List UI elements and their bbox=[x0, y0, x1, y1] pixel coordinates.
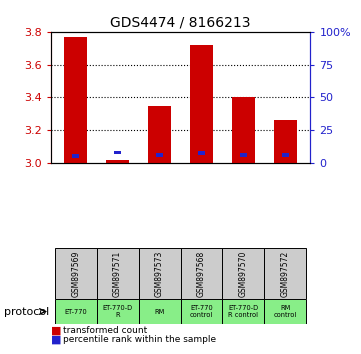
Bar bbox=[222, 299, 264, 324]
Bar bbox=[264, 248, 306, 299]
Bar bbox=[97, 248, 139, 299]
Text: GSM897572: GSM897572 bbox=[281, 250, 290, 297]
Text: percentile rank within the sample: percentile rank within the sample bbox=[63, 335, 216, 344]
Text: transformed count: transformed count bbox=[63, 326, 147, 336]
Bar bbox=[148, 106, 171, 163]
Text: ET-770-D
R: ET-770-D R bbox=[103, 305, 133, 318]
Text: GSM897571: GSM897571 bbox=[113, 250, 122, 297]
Bar bbox=[106, 160, 129, 163]
Bar bbox=[274, 120, 297, 163]
Bar bbox=[55, 248, 97, 299]
Bar bbox=[232, 97, 255, 163]
Text: GDS4474 / 8166213: GDS4474 / 8166213 bbox=[110, 16, 251, 30]
Bar bbox=[180, 299, 222, 324]
Bar bbox=[97, 299, 139, 324]
Bar bbox=[139, 299, 180, 324]
Bar bbox=[139, 248, 180, 299]
Text: GSM897569: GSM897569 bbox=[71, 250, 80, 297]
Text: protocol: protocol bbox=[4, 307, 49, 316]
Text: ■: ■ bbox=[51, 326, 61, 336]
Bar bbox=[180, 248, 222, 299]
Text: ET-770
control: ET-770 control bbox=[190, 305, 213, 318]
Bar bbox=[282, 153, 289, 157]
Bar bbox=[190, 45, 213, 163]
Bar bbox=[264, 299, 306, 324]
Text: GSM897570: GSM897570 bbox=[239, 250, 248, 297]
Bar bbox=[55, 299, 97, 324]
Text: ■: ■ bbox=[51, 335, 61, 345]
Bar bbox=[198, 152, 205, 155]
Text: RM: RM bbox=[155, 309, 165, 314]
Bar bbox=[64, 37, 87, 163]
Text: GSM897568: GSM897568 bbox=[197, 250, 206, 297]
Bar bbox=[156, 153, 163, 157]
Bar bbox=[240, 153, 247, 157]
Text: ET-770-D
R control: ET-770-D R control bbox=[228, 305, 258, 318]
Bar bbox=[114, 151, 121, 154]
Bar bbox=[72, 154, 79, 158]
Bar bbox=[222, 248, 264, 299]
Text: RM
control: RM control bbox=[274, 305, 297, 318]
Text: ET-770: ET-770 bbox=[64, 309, 87, 314]
Text: GSM897573: GSM897573 bbox=[155, 250, 164, 297]
